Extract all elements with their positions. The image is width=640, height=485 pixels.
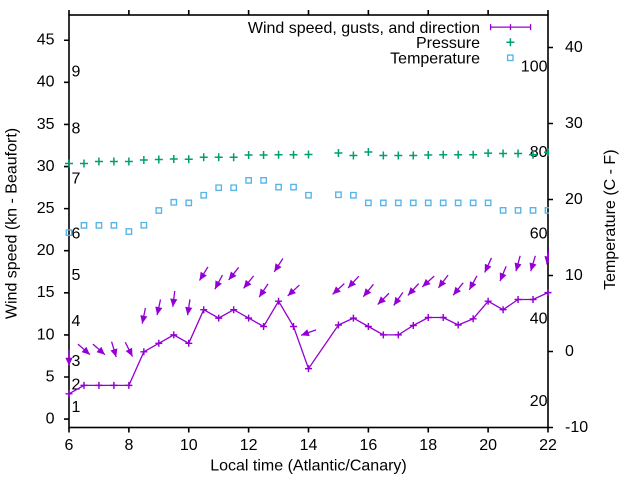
- svg-text:Temperature (C - F): Temperature (C - F): [602, 149, 619, 289]
- svg-text:10: 10: [180, 437, 198, 454]
- svg-text:20: 20: [479, 437, 497, 454]
- svg-text:4: 4: [72, 313, 81, 330]
- svg-text:8: 8: [72, 120, 81, 137]
- svg-text:40: 40: [37, 74, 55, 91]
- svg-text:20: 20: [565, 191, 583, 208]
- svg-text:45: 45: [37, 32, 55, 49]
- svg-text:Local time (Atlantic/Canary): Local time (Atlantic/Canary): [210, 458, 407, 475]
- svg-text:100: 100: [521, 59, 548, 76]
- svg-text:2: 2: [72, 376, 81, 393]
- svg-text:5: 5: [46, 368, 55, 385]
- svg-text:80: 80: [530, 144, 548, 161]
- svg-text:35: 35: [37, 116, 55, 133]
- svg-text:3: 3: [72, 353, 81, 370]
- svg-text:18: 18: [419, 437, 437, 454]
- svg-text:25: 25: [37, 200, 55, 217]
- svg-text:16: 16: [360, 437, 378, 454]
- svg-text:14: 14: [300, 437, 318, 454]
- svg-text:0: 0: [565, 343, 574, 360]
- svg-text:Pressure: Pressure: [416, 35, 480, 52]
- svg-text:7: 7: [72, 170, 81, 187]
- svg-text:20: 20: [530, 393, 548, 410]
- svg-text:22: 22: [539, 437, 557, 454]
- svg-text:20: 20: [37, 242, 55, 259]
- svg-text:9: 9: [72, 63, 81, 80]
- svg-text:40: 40: [565, 39, 583, 56]
- svg-text:0: 0: [46, 411, 55, 428]
- svg-text:6: 6: [65, 437, 74, 454]
- svg-text:Wind speed (kn - Beaufort): Wind speed (kn - Beaufort): [4, 128, 21, 319]
- svg-text:10: 10: [565, 267, 583, 284]
- svg-text:10: 10: [37, 326, 55, 343]
- svg-text:12: 12: [240, 437, 258, 454]
- svg-text:15: 15: [37, 284, 55, 301]
- svg-text:5: 5: [72, 267, 81, 284]
- svg-text:30: 30: [37, 158, 55, 175]
- svg-text:6: 6: [72, 225, 81, 242]
- svg-text:1: 1: [72, 399, 81, 416]
- svg-text:-10: -10: [565, 419, 588, 436]
- svg-text:8: 8: [124, 437, 133, 454]
- svg-text:Wind speed, gusts, and directi: Wind speed, gusts, and direction: [248, 20, 480, 37]
- svg-text:Temperature: Temperature: [390, 51, 480, 68]
- svg-text:60: 60: [530, 225, 548, 242]
- svg-text:40: 40: [530, 310, 548, 327]
- svg-text:30: 30: [565, 115, 583, 132]
